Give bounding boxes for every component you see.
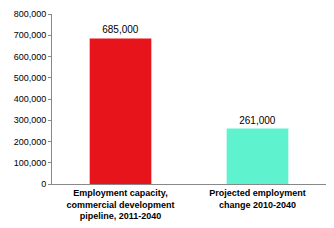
svg-text:100,000: 100,000 — [14, 158, 47, 168]
svg-text:261,000: 261,000 — [239, 115, 276, 126]
svg-text:600,000: 600,000 — [14, 52, 47, 62]
svg-text:300,000: 300,000 — [14, 115, 47, 125]
svg-text:685,000: 685,000 — [102, 24, 139, 35]
svg-text:500,000: 500,000 — [14, 73, 47, 83]
svg-text:700,000: 700,000 — [14, 30, 47, 40]
svg-text:Projected employmentchange 201: Projected employmentchange 2010-2040 — [209, 188, 306, 210]
svg-text:0: 0 — [41, 179, 46, 189]
svg-text:400,000: 400,000 — [14, 94, 47, 104]
svg-text:Employment capacity,commercial: Employment capacity,commercial developme… — [66, 188, 174, 221]
svg-text:200,000: 200,000 — [14, 137, 47, 147]
svg-text:800,000: 800,000 — [14, 9, 47, 19]
